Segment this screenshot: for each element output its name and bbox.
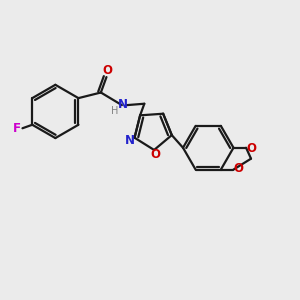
Text: N: N <box>118 98 128 111</box>
Text: O: O <box>103 64 113 77</box>
Text: O: O <box>233 162 243 176</box>
Text: N: N <box>125 134 135 147</box>
Text: O: O <box>151 148 160 161</box>
Text: F: F <box>13 122 21 135</box>
Text: H: H <box>111 106 118 116</box>
Text: O: O <box>246 142 256 155</box>
